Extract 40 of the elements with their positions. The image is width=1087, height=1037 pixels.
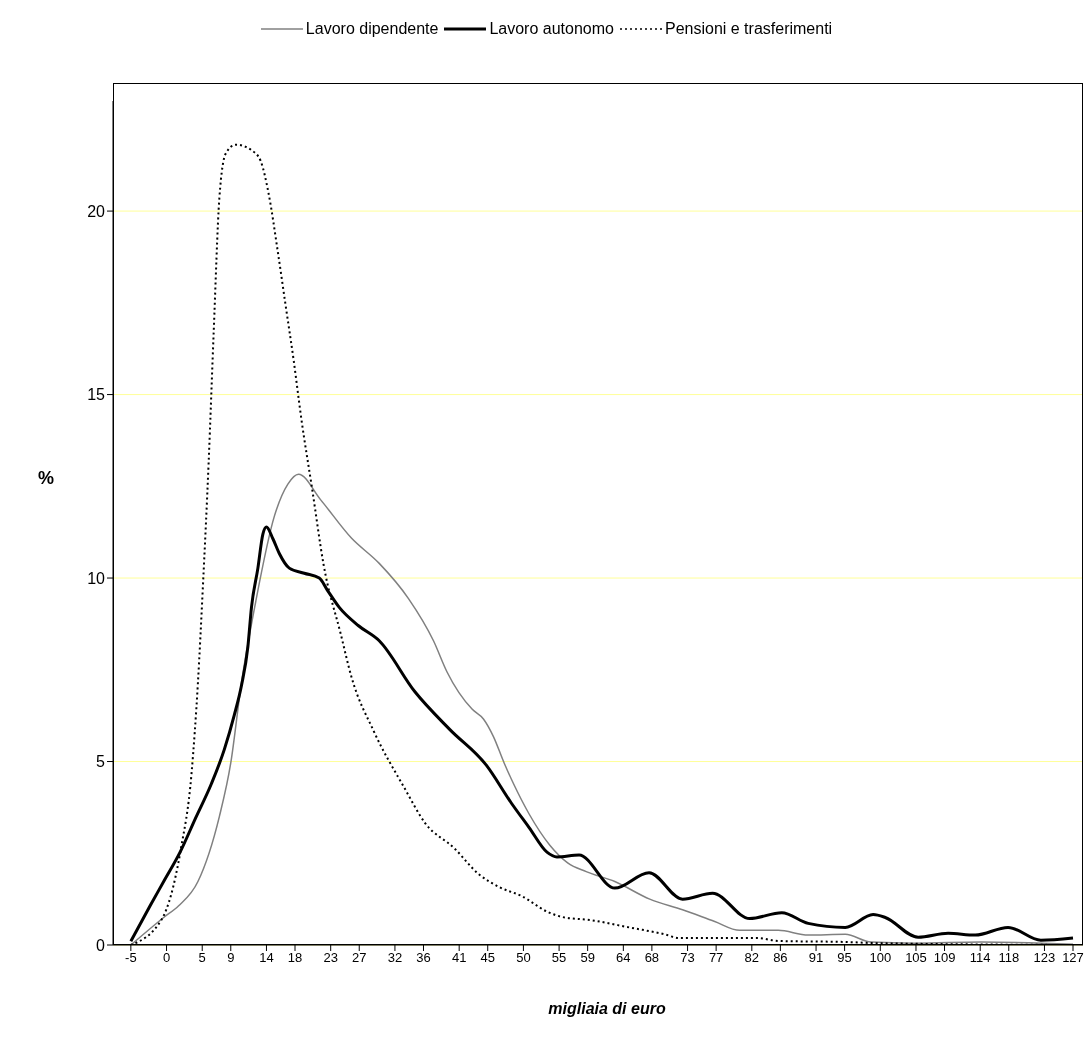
y-axis-title: % — [38, 468, 55, 489]
x-tick-label: 59 — [580, 950, 595, 966]
x-axis-title: migliaia di euro — [547, 1000, 667, 1018]
x-tick-label: 68 — [644, 950, 660, 966]
x-tick-label: 18 — [287, 950, 303, 966]
x-tick-label: 0 — [162, 950, 171, 966]
legend-label: Lavoro dipendente — [305, 20, 439, 38]
x-tick-label: -5 — [125, 950, 137, 966]
x-tick-label: 9 — [227, 950, 235, 966]
x-tick-label: 86 — [773, 950, 788, 966]
x-tick-label: 123 — [1033, 950, 1056, 966]
y-tick-label: 0 — [96, 936, 106, 954]
x-tick-label: 27 — [352, 950, 367, 966]
x-tick-label: 91 — [808, 950, 824, 966]
legend-label: Lavoro autonomo — [489, 20, 614, 38]
x-tick-label: 118 — [998, 950, 1020, 966]
x-tick-label: 127 — [1062, 950, 1084, 966]
x-tick-label: 109 — [933, 950, 956, 966]
x-tick-label: 95 — [837, 950, 852, 966]
y-tick-label: 15 — [87, 386, 106, 404]
x-tick-label: 45 — [480, 950, 495, 966]
x-tick-label: 100 — [869, 950, 892, 966]
x-tick-label: 23 — [323, 950, 338, 966]
x-tick-label: 50 — [516, 950, 531, 966]
x-tick-label: 32 — [387, 950, 403, 966]
y-tick-label: 10 — [87, 569, 106, 587]
x-tick-label: 82 — [744, 950, 760, 966]
x-tick-label: 36 — [416, 950, 431, 966]
legend-label: Pensioni e trasferimenti — [664, 20, 833, 38]
x-tick-label: 5 — [198, 950, 206, 966]
x-tick-label: 14 — [259, 950, 274, 966]
x-tick-label: 73 — [680, 950, 695, 966]
x-tick-label: 64 — [616, 950, 631, 966]
x-tick-label: 41 — [451, 950, 467, 966]
x-tick-label: 77 — [708, 950, 724, 966]
y-tick-label: 5 — [96, 753, 106, 771]
y-tick-label: 20 — [87, 202, 106, 220]
x-tick-label: 105 — [905, 950, 927, 966]
x-tick-label: 55 — [551, 950, 567, 966]
x-tick-label: 114 — [969, 950, 991, 966]
